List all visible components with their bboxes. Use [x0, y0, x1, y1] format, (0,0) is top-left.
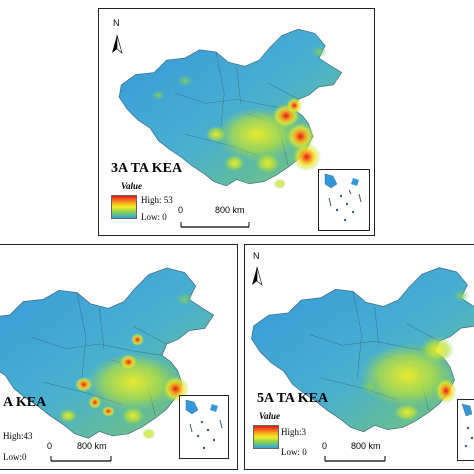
north-arrow-icon-3a	[112, 34, 123, 54]
scale-zero-3a: 0	[178, 205, 184, 215]
heatmap-3a	[112, 28, 343, 228]
heatmap-5a	[250, 266, 474, 462]
scale-distance-4a: 800 km	[77, 441, 107, 451]
scale-distance-3a: 800 km	[215, 205, 245, 215]
legend-low-3a: Low: 0	[141, 212, 167, 222]
legend-high-4a: High:43	[3, 431, 33, 441]
panel-title-3a: 3A TA KEA	[111, 161, 183, 176]
south-china-sea-inset-3a	[318, 169, 370, 231]
scale-distance-5a: 800 km	[351, 441, 381, 451]
panel-title-4a: A KEA	[3, 395, 47, 410]
south-china-sea-inset-5a	[457, 399, 474, 461]
north-label-5a: N	[253, 251, 260, 261]
map-panel-3a: N 3A TA KEA Value High: 53 Low: 0 0 800 …	[98, 8, 375, 236]
panel-title-5a: 5A TA KEA	[257, 391, 329, 406]
legend-high-3a: High: 53	[141, 195, 173, 205]
legend-title-3a: Value	[121, 181, 143, 191]
legend-title-5a: Value	[259, 411, 281, 421]
scale-zero-5a: 0	[322, 441, 328, 451]
legend-ramp-5a	[253, 425, 279, 449]
legend-low-4a: Low:0	[3, 452, 27, 462]
north-label-3a: N	[113, 18, 120, 28]
legend-high-5a: High:3	[281, 427, 307, 437]
south-china-sea-inset-4a	[179, 395, 229, 459]
north-arrow-icon-5a	[252, 266, 263, 286]
legend-ramp-3a	[111, 195, 137, 219]
map-panel-5a: N 5A TA KEA Value High:3 Low: 0 0 800 km	[244, 244, 474, 470]
legend-low-5a: Low: 0	[281, 447, 307, 457]
map-panel-4a: A KEA High:43 Low:0 0 800 km	[0, 244, 238, 470]
scale-zero-4a: 0	[47, 441, 53, 451]
